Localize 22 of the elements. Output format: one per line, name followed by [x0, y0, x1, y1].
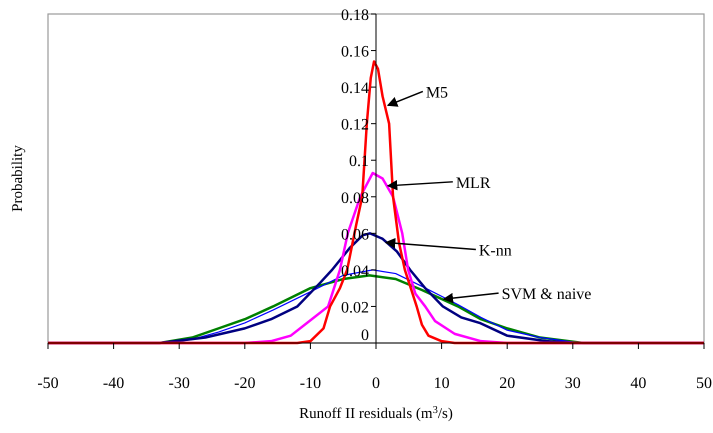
x-tick-label: 0	[372, 375, 380, 392]
y-tick-label: 0.14	[341, 80, 369, 98]
y-tick-label: 0.18	[341, 7, 369, 24]
annotation: SVM & naive	[502, 286, 592, 304]
y-tick-label: 0.02	[341, 299, 369, 316]
x-tick-label: 40	[630, 375, 646, 392]
annotation: MLR	[456, 174, 491, 192]
y-tick-label: 0	[361, 327, 369, 344]
x-tick-label: -40	[102, 375, 124, 392]
x-tick-label: -30	[168, 375, 190, 392]
x-tick-label: -10	[300, 375, 322, 392]
y-axis-title: Probability	[10, 144, 26, 212]
annotation: M5	[426, 84, 448, 102]
x-tick-label: 30	[564, 375, 581, 392]
x-tick-label: -20	[234, 375, 256, 392]
x-tick-label: -50	[37, 375, 59, 392]
x-tick-label: 50	[696, 375, 712, 392]
x-tick-label: 10	[434, 375, 450, 392]
x-tick-label: 20	[499, 375, 516, 392]
y-tick-label: 0.16	[341, 44, 369, 61]
x-axis-title: Runoff II residuals (m$^{3}$/s)	[299, 404, 453, 422]
annotation: K-nn	[478, 242, 512, 260]
